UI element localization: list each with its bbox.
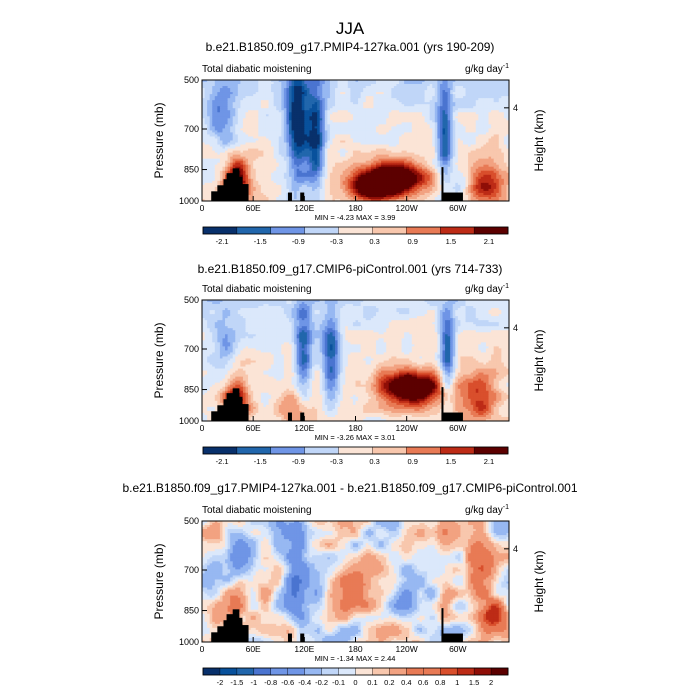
panel-left-label: Total diabatic moistening [202, 64, 312, 75]
units-text: g/kg day [465, 64, 503, 75]
heatmap-cells [202, 80, 509, 201]
units-label: g/kg day-1 [465, 63, 509, 75]
units-exponent: -1 [503, 63, 509, 70]
panel-1: b.e21.B1850.f09_g17.PMIP4-127ka.001 (yrs… [152, 40, 546, 246]
panel-title: b.e21.B1850.f09_g17.PMIP4-127ka.001 (yrs… [206, 40, 495, 54]
figure-title: JJA [336, 19, 365, 38]
